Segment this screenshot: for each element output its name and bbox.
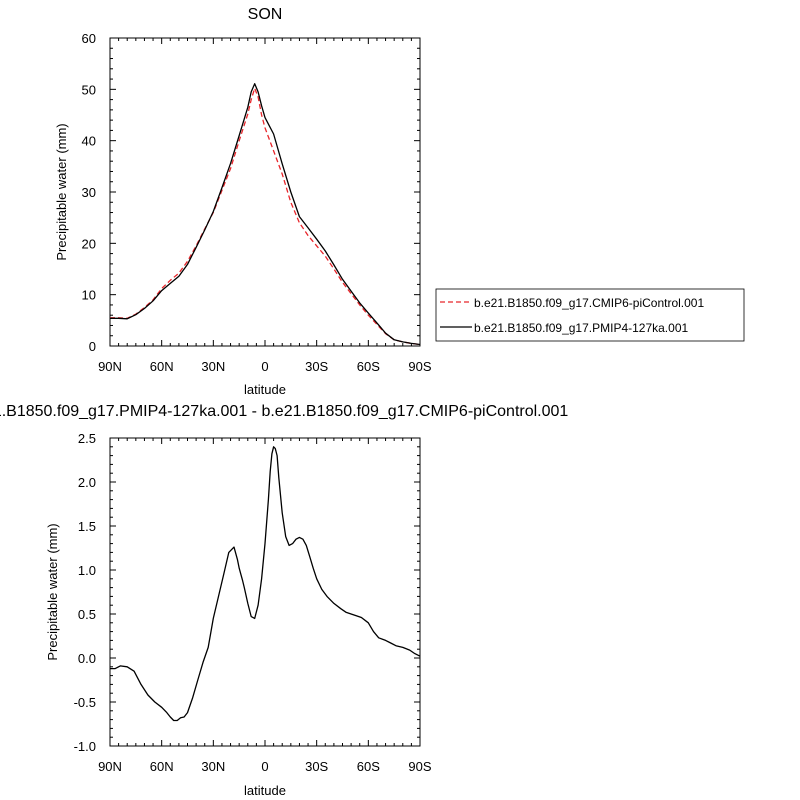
bottom-x-tick-label: 60N — [150, 759, 174, 774]
top-y-tick-labels: 0 10 20 30 40 50 60 — [82, 31, 96, 354]
top-y-tick-label: 30 — [82, 185, 96, 200]
top-y-tick-label: 40 — [82, 134, 96, 149]
top-y-tick-label: 60 — [82, 31, 96, 46]
top-panel: SON 90N 60N 30N 0 30S 60S 90S 0 10 20 30 40 50 60 la… — [54, 6, 432, 397]
bottom-x-tick-label: 30S — [305, 759, 328, 774]
bottom-y-tick-label: 2.5 — [78, 431, 96, 446]
top-x-tick-label: 30N — [201, 359, 225, 374]
bottom-y-tick-label: 2.0 — [78, 475, 96, 490]
bottom-y-tick-label: -1.0 — [74, 739, 96, 754]
bottom-y-tick-label: 1.0 — [78, 563, 96, 578]
bottom-series-lines — [110, 446, 421, 722]
bottom-x-axis-label: latitude — [244, 783, 286, 798]
bottom-ticks — [109, 437, 421, 747]
top-series-line-1 — [110, 87, 421, 346]
top-title: SON — [248, 6, 283, 23]
bottom-x-tick-label: 90N — [98, 759, 122, 774]
legend-label-series-2: b.e21.B1850.f09_g17.PMIP4-127ka.001 — [474, 321, 688, 335]
top-y-tick-label: 10 — [82, 288, 96, 303]
legend-label-series-1: b.e21.B1850.f09_g17.CMIP6-piControl.001 — [474, 296, 704, 310]
top-x-tick-labels: 90N 60N 30N 0 30S 60S 90S — [98, 359, 432, 374]
top-series-lines — [110, 83, 421, 346]
top-ticks — [109, 37, 421, 347]
top-x-axis-label: latitude — [244, 382, 286, 397]
top-x-tick-label: 90N — [98, 359, 122, 374]
bottom-x-tick-label: 0 — [261, 759, 268, 774]
top-x-tick-label: 60S — [357, 359, 380, 374]
top-y-axis-label: Precipitable water (mm) — [54, 123, 69, 260]
bottom-y-tick-label: -0.5 — [74, 695, 96, 710]
top-x-tick-label: 60N — [150, 359, 174, 374]
bottom-x-tick-label: 30N — [201, 759, 225, 774]
top-plot-frame — [109, 37, 421, 347]
bottom-title: b.e21.B1850.f09_g17.PMIP4-127ka.001 - b.… — [0, 403, 568, 420]
top-x-tick-label: 0 — [261, 359, 268, 374]
bottom-y-tick-labels: -1.0 -0.5 0.0 0.5 1.0 1.5 2.0 2.5 — [74, 431, 96, 754]
bottom-y-tick-label: 1.5 — [78, 519, 96, 534]
top-x-tick-label: 30S — [305, 359, 328, 374]
bottom-y-tick-label: 0.5 — [78, 607, 96, 622]
bottom-panel: b.e21.B1850.f09_g17.PMIP4-127ka.001 - b.… — [0, 403, 568, 798]
bottom-y-axis-label: Precipitable water (mm) — [45, 523, 60, 660]
bottom-series-line-1 — [110, 446, 421, 722]
bottom-plot-frame — [109, 437, 421, 747]
bottom-y-tick-label: 0.0 — [78, 651, 96, 666]
top-y-tick-label: 20 — [82, 236, 96, 251]
legend: b.e21.B1850.f09_g17.CMIP6-piControl.001 … — [435, 288, 745, 342]
bottom-x-tick-label: 90S — [408, 759, 431, 774]
top-series-line-2 — [110, 83, 421, 346]
top-x-tick-label: 90S — [408, 359, 431, 374]
bottom-x-tick-label: 60S — [357, 759, 380, 774]
bottom-x-tick-labels: 90N 60N 30N 0 30S 60S 90S — [98, 759, 432, 774]
top-y-tick-label: 50 — [82, 82, 96, 97]
legend-box — [435, 288, 745, 342]
top-y-tick-label: 0 — [89, 339, 96, 354]
